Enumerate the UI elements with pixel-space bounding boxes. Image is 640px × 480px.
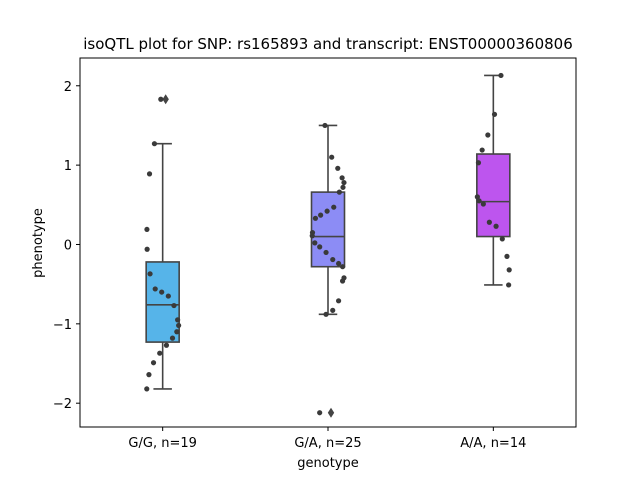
data-point — [506, 282, 512, 288]
iqr-box — [310, 191, 346, 268]
data-point — [317, 410, 323, 416]
data-point — [176, 322, 182, 329]
x-axis-label: genotype — [297, 456, 358, 471]
data-point — [324, 208, 330, 214]
data-point — [146, 171, 153, 177]
data-point — [323, 311, 329, 317]
data-point — [144, 226, 150, 233]
data-point — [480, 201, 486, 207]
data-point — [144, 386, 150, 392]
data-point — [475, 160, 482, 166]
data-point — [309, 233, 315, 239]
data-point — [318, 212, 324, 218]
data-point — [157, 350, 163, 356]
y-tick-label: 0 — [64, 238, 72, 253]
data-point — [163, 342, 170, 348]
x-tick-label: A/A, n=14 — [460, 436, 526, 451]
data-point — [499, 236, 505, 242]
data-point — [159, 289, 165, 295]
plot-area: −2 −1 0 1 2 G/G, n=19 G/A, n=25 A/A, n=14 — [53, 72, 526, 451]
y-tick-label: 1 — [64, 159, 72, 174]
data-point — [339, 175, 345, 181]
data-point — [493, 223, 499, 229]
data-point — [506, 267, 512, 273]
data-point — [341, 179, 347, 186]
data-point — [491, 111, 498, 117]
chart-title: isoQTL plot for SNP: rs165893 and transc… — [83, 35, 573, 53]
data-point — [329, 154, 335, 160]
outlier-marker — [162, 94, 169, 105]
data-point — [174, 329, 180, 335]
data-point — [144, 246, 150, 252]
data-point — [312, 240, 318, 246]
data-point — [476, 198, 482, 204]
y-tick-label: −1 — [53, 318, 72, 333]
data-point — [312, 215, 319, 221]
data-point — [171, 302, 177, 309]
data-point — [147, 271, 153, 277]
data-point — [317, 244, 323, 250]
data-point — [339, 278, 346, 284]
plot-frame — [79, 57, 577, 428]
y-tick-label: 2 — [64, 80, 72, 95]
data-point — [330, 256, 336, 263]
data-point — [151, 141, 158, 147]
data-point — [322, 122, 328, 129]
data-point — [336, 260, 342, 267]
data-point — [485, 132, 491, 138]
data-point — [474, 194, 480, 200]
data-point — [339, 264, 346, 270]
x-tick-label: G/A, n=25 — [294, 436, 361, 451]
data-point — [330, 307, 336, 313]
iqr-box — [476, 153, 511, 238]
data-point — [340, 184, 346, 190]
data-point — [158, 96, 164, 102]
data-point — [152, 286, 158, 292]
data-point — [150, 360, 157, 366]
data-point — [504, 253, 510, 259]
y-axis-label: phenotype — [31, 208, 46, 278]
data-point — [335, 298, 342, 304]
data-point — [175, 317, 181, 323]
y-tick-label: −2 — [53, 397, 72, 412]
data-point — [323, 249, 329, 256]
data-point — [335, 165, 341, 171]
outlier-marker — [327, 407, 335, 418]
data-point — [479, 147, 485, 153]
data-point — [146, 372, 152, 378]
data-point — [486, 219, 492, 225]
x-tick-label: G/G, n=19 — [128, 436, 196, 451]
data-point — [165, 293, 171, 299]
data-point — [169, 335, 176, 341]
data-point — [331, 204, 337, 210]
data-point — [336, 189, 342, 195]
data-point — [498, 72, 504, 79]
